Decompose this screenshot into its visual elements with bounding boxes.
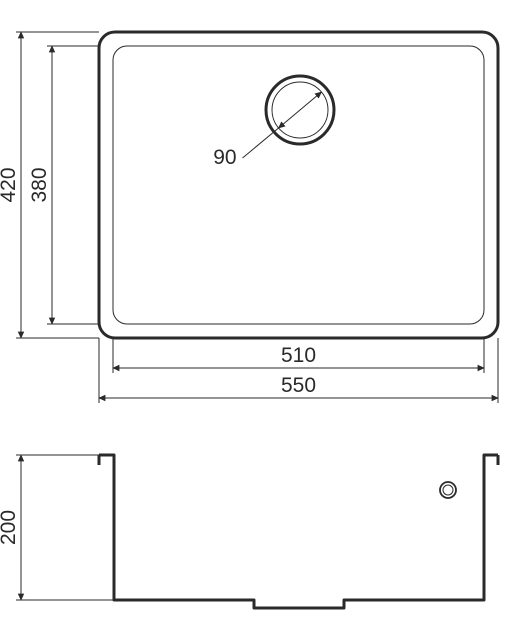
dimension-label: 550 [281, 374, 316, 397]
dimension-label: 380 [28, 167, 51, 202]
dimension-label: 90 [213, 146, 236, 169]
section-drain-icon [440, 482, 456, 498]
sink-outer-top [99, 32, 498, 338]
dimension-label: 200 [0, 510, 20, 545]
dimension-label: 420 [0, 167, 20, 202]
sink-inner-top [113, 46, 484, 324]
section-drain-icon-inner [443, 485, 453, 495]
sink-section-outline [99, 455, 498, 608]
technical-drawing: 90 510 550 420 380 200 [0, 0, 509, 620]
dimension-label: 510 [281, 344, 316, 367]
